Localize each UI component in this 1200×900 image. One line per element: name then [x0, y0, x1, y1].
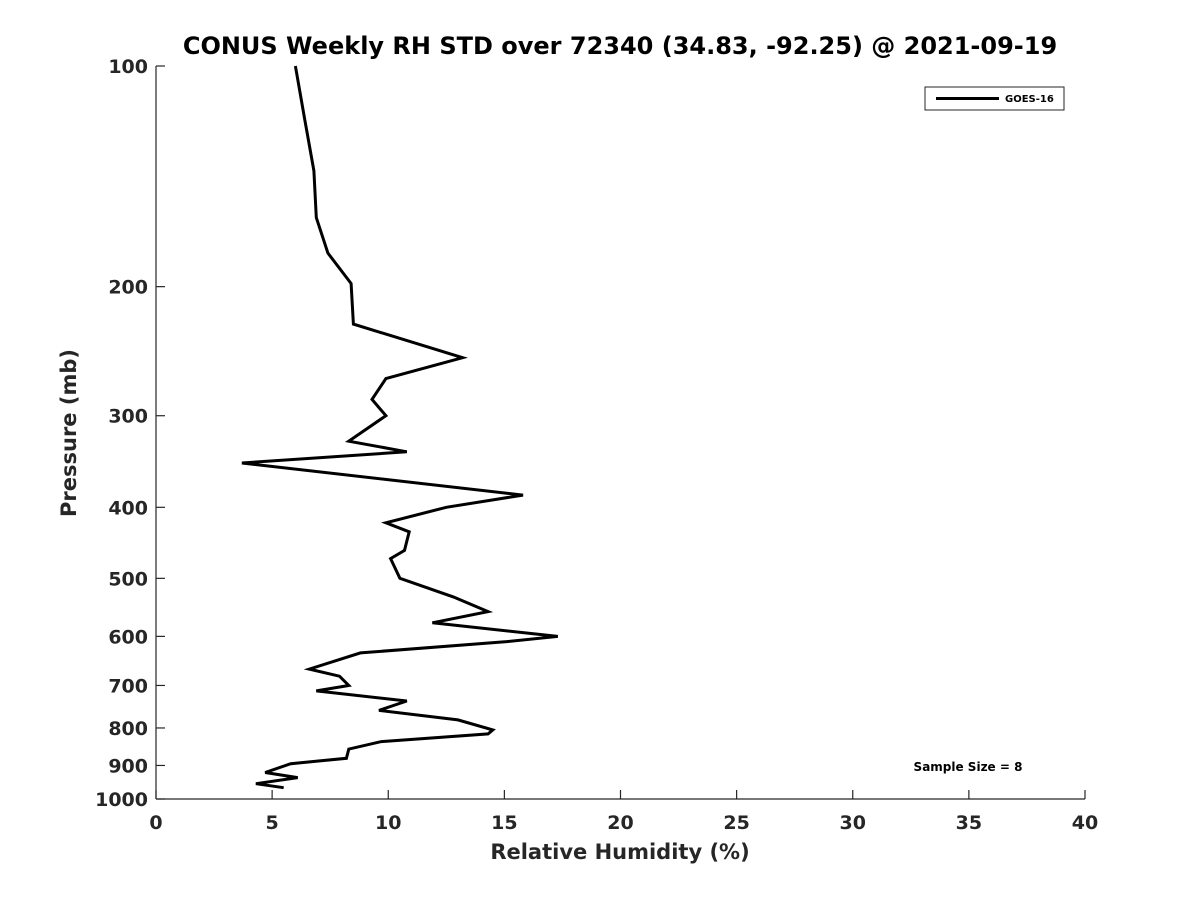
y-tick-label: 500: [108, 568, 148, 590]
legend-label-goes-16: GOES-16: [1005, 94, 1054, 105]
y-tick-label: 400: [108, 497, 148, 519]
x-tick-label: 40: [1072, 812, 1098, 834]
sample-size-annotation: Sample Size = 8: [914, 760, 1023, 774]
y-tick-label: 700: [108, 675, 148, 697]
y-tick-label: 200: [108, 277, 148, 299]
legend: GOES-16: [924, 86, 1065, 111]
series-line-goes-16: [241, 65, 558, 790]
y-tick-label: 800: [108, 718, 148, 740]
x-tick-label: 10: [375, 812, 401, 834]
x-tick-label: 15: [491, 812, 517, 834]
x-tick-label: 25: [723, 812, 749, 834]
x-tick-label: 5: [266, 812, 279, 834]
y-axis-label: Pressure (mb): [57, 349, 81, 517]
y-ticks: 100 200 300 400 500 600 700 800 900 1000: [95, 56, 165, 811]
x-tick-label: 20: [607, 812, 633, 834]
series-layer: [241, 65, 558, 790]
y-tick-label: 1000: [95, 789, 148, 811]
y-tick-label: 100: [108, 56, 148, 78]
axes: [155, 66, 1085, 800]
x-axis-label: Relative Humidity (%): [490, 840, 749, 864]
x-tick-label: 30: [840, 812, 866, 834]
y-tick-label: 900: [108, 755, 148, 777]
y-tick-label: 600: [108, 626, 148, 648]
chart-title: CONUS Weekly RH STD over 72340 (34.83, -…: [183, 32, 1057, 60]
x-tick-label: 35: [956, 812, 982, 834]
x-tick-label: 0: [149, 812, 162, 834]
y-tick-label: 300: [108, 406, 148, 428]
x-ticks: 0 5 10 15 20 25 30 35 40: [149, 790, 1098, 834]
